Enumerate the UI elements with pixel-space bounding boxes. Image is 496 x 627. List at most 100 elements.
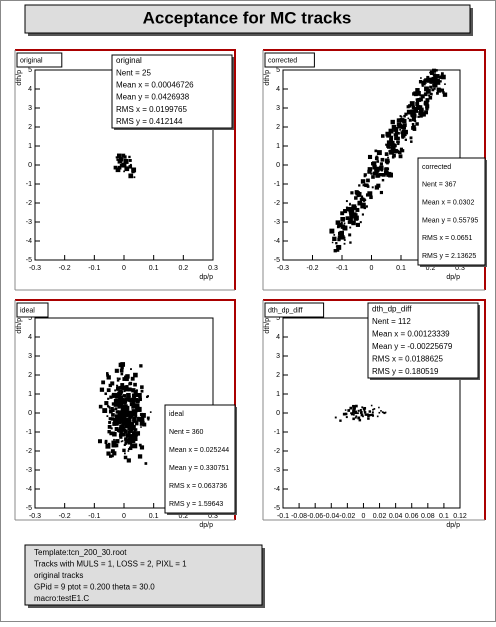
bin-box [384, 411, 387, 414]
bin-box [348, 207, 354, 213]
bin-box [131, 402, 136, 406]
bin-box [114, 421, 119, 426]
bin-box [351, 204, 357, 210]
bin-box [124, 452, 126, 455]
bin-box [354, 411, 358, 415]
bin-box [125, 385, 129, 389]
bin-box [355, 404, 358, 408]
y-tick-label: 0 [276, 162, 280, 169]
bin-box [111, 413, 115, 417]
bin-box [125, 374, 130, 379]
bin-box [133, 409, 137, 413]
bin-box [114, 393, 120, 399]
bin-box [364, 183, 368, 188]
bin-box [359, 409, 362, 412]
stats-line: RMS y = 2.13625 [422, 253, 476, 260]
y-axis-label: dth/p [16, 318, 23, 334]
bin-box [340, 216, 346, 222]
bin-box [355, 207, 360, 212]
bin-box [350, 191, 354, 195]
bin-box [411, 123, 415, 126]
bin-box [432, 73, 437, 77]
bin-box [113, 398, 118, 403]
bin-box [114, 427, 119, 432]
bin-box [141, 412, 146, 418]
y-tick-label: 3 [276, 353, 280, 360]
bin-box [110, 381, 115, 386]
bin-box [417, 98, 420, 101]
bin-box [411, 110, 416, 115]
bin-box [362, 202, 366, 207]
bin-box [371, 411, 374, 414]
x-tick-label: 0.2 [178, 265, 188, 272]
bin-box [140, 389, 144, 393]
stats-line: Mean y = 0.330751 [169, 465, 229, 472]
bin-box [137, 416, 142, 422]
y-tick-label: 4 [28, 334, 32, 341]
bin-box [128, 381, 133, 386]
bin-box [440, 72, 444, 76]
y-tick-label: 3 [276, 105, 280, 112]
x-tick-label: 0 [362, 513, 366, 520]
bin-box [432, 83, 436, 88]
y-axis-label: dth/p [16, 70, 23, 86]
bin-box [377, 174, 381, 178]
bin-box [366, 183, 369, 186]
bin-box [118, 390, 122, 394]
bin-box [122, 432, 125, 435]
bin-box [354, 213, 358, 217]
bin-box [355, 222, 360, 227]
bin-box [403, 129, 408, 135]
bin-box [354, 416, 357, 419]
bin-box [118, 433, 123, 438]
bin-box [131, 405, 135, 409]
bin-box [423, 92, 428, 97]
stats-box [417, 157, 486, 266]
stats-line: Nent = 25 [116, 68, 151, 77]
bin-box [396, 135, 399, 137]
bin-box [106, 375, 111, 380]
bin-box [357, 416, 361, 420]
bin-box [122, 377, 127, 381]
y-tick-label: -1 [274, 181, 280, 188]
bin-box [378, 173, 383, 177]
bin-box [389, 146, 391, 149]
bin-box [120, 407, 125, 412]
bin-box [381, 178, 385, 182]
x-tick-label: -0.3 [29, 513, 41, 520]
bin-box [403, 119, 406, 122]
bin-box [344, 412, 348, 416]
bin-box [127, 387, 132, 392]
x-axis-label: dp/p [446, 274, 460, 281]
bin-box [120, 440, 123, 443]
bin-box [123, 443, 126, 447]
bin-box [408, 104, 412, 108]
bin-box [393, 148, 398, 154]
bin-box [137, 454, 143, 459]
x-tick-label: 0.1 [149, 265, 159, 272]
bin-box [118, 157, 124, 162]
bin-box [343, 209, 348, 214]
bin-box [369, 195, 373, 200]
info-line: macro:testE1.C [34, 594, 89, 603]
bin-box [412, 127, 417, 131]
x-tick-label: 0.04 [389, 513, 403, 520]
bin-box [124, 404, 128, 408]
bin-box [367, 167, 373, 172]
y-tick-label: 5 [276, 315, 280, 322]
bin-box [414, 106, 417, 110]
bin-box [435, 74, 440, 79]
bin-box [131, 433, 136, 437]
bin-box [142, 422, 147, 427]
bin-box [132, 411, 138, 417]
bin-box [144, 462, 148, 465]
bin-box [386, 167, 390, 171]
stats-line: Mean y = -0.00225679 [372, 342, 453, 351]
bin-box [111, 454, 114, 458]
bin-box [357, 200, 363, 206]
bin-box [374, 185, 380, 190]
bin-box [431, 88, 435, 92]
pad-label-box [264, 302, 325, 318]
bin-box [119, 164, 123, 167]
x-tick-label: 0.1 [439, 513, 449, 520]
